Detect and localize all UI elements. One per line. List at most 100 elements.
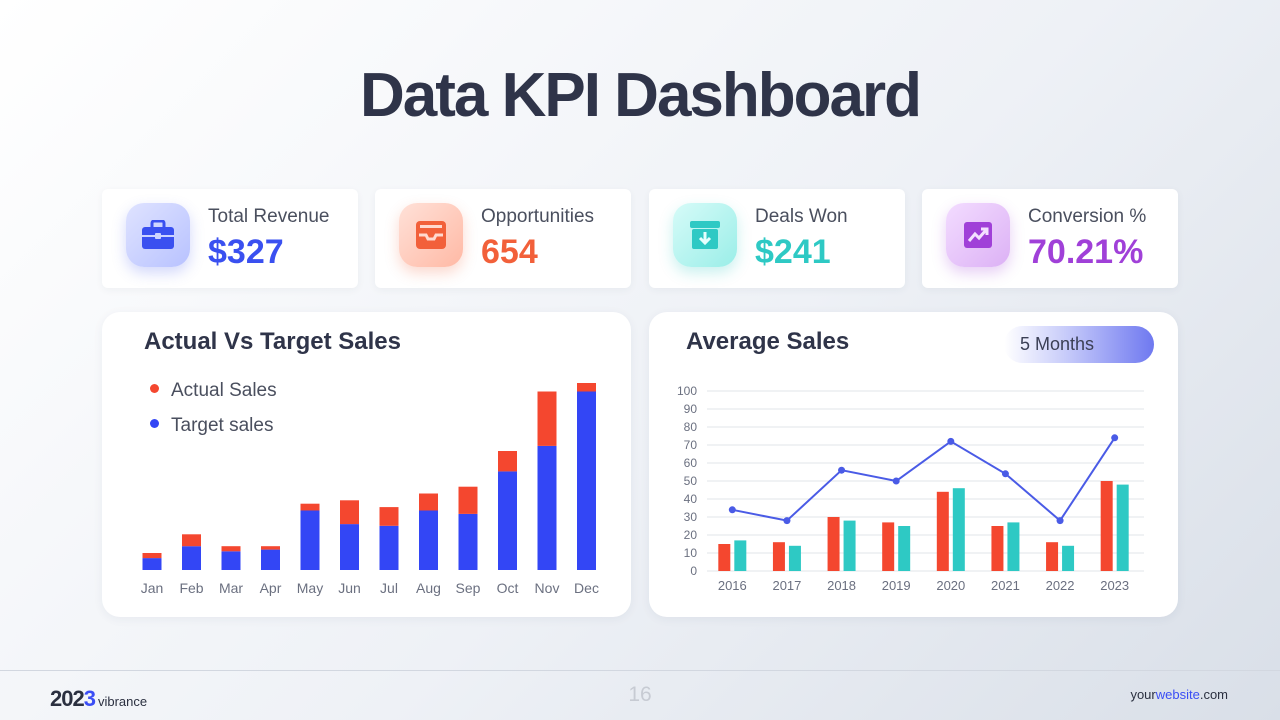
x-tick-label: Jun [338,580,361,596]
y-tick-label: 50 [684,474,698,488]
kpi-label: Conversion % [1028,206,1147,227]
page-number: 16 [628,683,652,706]
kpi-value: $241 [755,233,831,271]
kpi-card-total-revenue: Total Revenue $327 [102,189,358,288]
y-tick-label: 30 [684,510,698,524]
x-tick-label: Oct [497,580,519,596]
kpi-card-opportunities: Opportunities 654 [375,189,631,288]
bar-actual-dec [577,383,596,392]
y-tick-label: 90 [684,402,698,416]
y-tick-label: 40 [684,492,698,506]
x-tick-label: Apr [260,580,282,596]
bar-target-apr [261,549,280,570]
line-point-2018 [838,466,846,474]
bar-actual-jul [379,507,399,526]
kpi-card-deals-won: Deals Won $241 [649,189,905,288]
kpi-label: Total Revenue [208,206,330,227]
bar-actual-may [300,503,320,511]
x-tick-label: 2016 [718,578,747,593]
bar-series-a-2017 [772,542,785,571]
kpi-value: 70.21% [1028,233,1144,271]
months-filter-button[interactable]: 5 Months [1004,326,1154,363]
average-sales-panel: Average Sales 5 Months 0 10 20 30 40 50 60 70 80… [649,312,1178,617]
line-point-2019 [892,477,900,485]
bar-target-sep [458,513,478,570]
y-tick-label: 10 [684,546,698,560]
line-point-2016 [728,506,736,514]
y-tick-label: 100 [677,384,697,398]
site-part: your [1130,687,1156,702]
bar-target-mar [221,551,241,570]
x-tick-label: 2023 [1100,578,1129,593]
x-tick-label: Aug [416,580,441,596]
y-tick-label: 0 [690,564,697,578]
line-point-2017 [783,517,791,525]
x-tick-label: Feb [179,580,203,596]
y-tick-label: 80 [684,420,698,434]
bar-target-jan [142,558,162,570]
bar-target-jun [340,524,359,570]
bar-line-chart: 0 10 20 30 40 50 60 70 80 90 100 2016 2017 2018 2019 20… [677,384,1144,593]
stacked-bar-chart: Jan Feb Mar Apr May Jun Jul Aug Sep Oct Nov Dec [141,383,599,596]
bar-series-a-2019 [882,522,895,571]
x-tick-label: 2022 [1046,578,1075,593]
bar-actual-apr [261,546,280,550]
bar-series-b-2018 [843,520,856,571]
bar-actual-feb [182,534,201,547]
bar-actual-nov [537,391,557,446]
bar-target-nov [537,445,557,570]
bar-series-a-2016 [718,544,731,571]
kpi-value: $327 [208,233,284,271]
bar-target-aug [419,510,438,570]
x-tick-label: 2019 [882,578,911,593]
bar-series-a-2023 [1100,481,1113,571]
actual-vs-target-panel: Actual Vs Target Sales Actual Sales Targ… [102,312,631,617]
x-tick-label: Jul [380,580,398,596]
bar-actual-mar [221,546,241,552]
bar-series-b-2020 [952,488,965,571]
x-tick-label: Nov [535,580,560,596]
chart-title: Actual Vs Target Sales [144,328,401,355]
bar-actual-oct [498,451,517,472]
page-title: Data KPI Dashboard [359,61,922,130]
kpi-card-conversion: Conversion % 70.21% [922,189,1178,288]
bar-series-b-2016 [734,540,747,571]
bar-series-a-2022 [1046,542,1059,571]
kpi-label: Opportunities [481,206,595,227]
bar-target-jul [379,525,399,570]
bar-target-feb [182,546,201,570]
legend-label: Target sales [171,415,274,436]
site-part: .com [1199,687,1228,702]
bar-series-b-2023 [1116,484,1129,571]
briefcase-icon [126,203,190,267]
bar-series-b-2022 [1062,545,1075,571]
bar-series-b-2019 [898,526,911,571]
x-tick-label: Jan [141,580,164,596]
bar-target-oct [498,471,517,570]
x-tick-label: Dec [574,580,599,596]
bar-actual-sep [458,486,478,514]
website-link[interactable]: yourwebsite.com [1130,687,1228,702]
bar-series-a-2018 [827,517,840,571]
footer-divider [0,670,1280,671]
trending-chart-icon [946,203,1010,267]
line-point-2020 [947,437,955,445]
site-part-accent: website [1155,687,1200,702]
legend-dot [150,384,159,394]
y-tick-label: 60 [684,456,698,470]
bar-actual-aug [419,493,438,511]
legend-label: Actual Sales [171,380,277,401]
x-tick-label: Sep [456,580,481,596]
kpi-label: Deals Won [755,206,848,227]
bar-series-a-2021 [991,526,1004,571]
bar-target-dec [577,391,596,570]
bar-actual-jun [340,500,359,525]
bar-target-may [300,510,320,570]
inbox-icon [399,203,463,267]
x-tick-label: 2021 [991,578,1020,593]
brand-name: vibrance [97,694,148,709]
line-point-2023 [1111,434,1119,442]
bar-actual-jan [142,553,162,559]
legend-dot [150,419,159,429]
x-tick-label: 2020 [936,578,965,593]
